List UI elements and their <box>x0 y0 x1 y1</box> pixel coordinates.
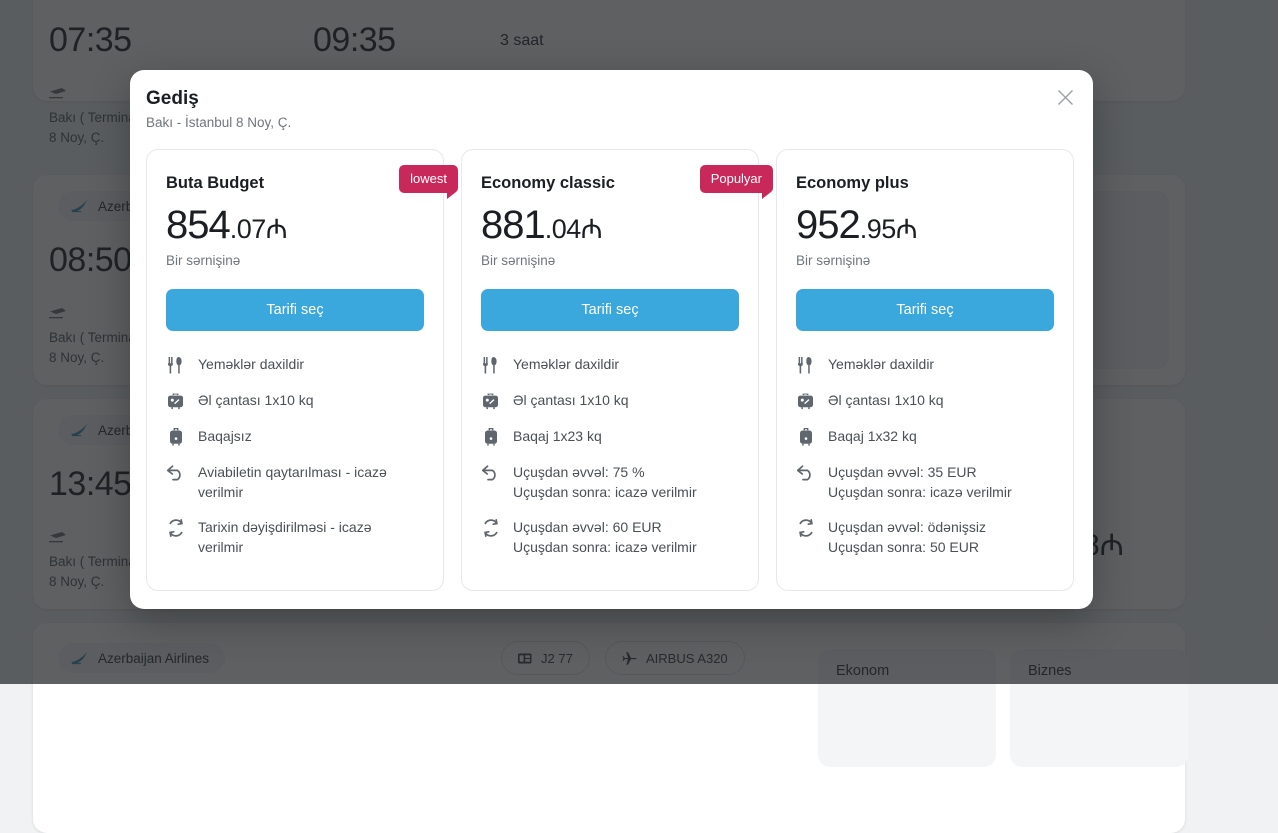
suitcase-icon <box>481 427 500 447</box>
fare-card-list: Buta Budget lowest 854.07₼ Bir sərnişinə… <box>146 149 1074 591</box>
select-fare-button[interactable]: Tarifi seç <box>481 289 739 331</box>
fare-price: 854.07₼ <box>166 204 424 246</box>
price-fraction: .95 <box>860 214 896 244</box>
select-fare-button[interactable]: Tarifi seç <box>796 289 1054 331</box>
exchange-icon <box>166 518 185 538</box>
feature-item: Baqajsız <box>166 426 424 447</box>
feature-item: Aviabiletin qaytarılması - icazə verilmi… <box>166 462 424 502</box>
meal-icon <box>796 355 815 375</box>
price-fraction: .07 <box>230 214 266 244</box>
fare-card-header: Economy plus <box>796 170 1054 196</box>
currency-symbol: ₼ <box>581 214 603 244</box>
refund-icon <box>166 463 185 483</box>
price-whole: 854 <box>166 203 230 247</box>
feature-text: Əl çantası 1x10 kq <box>513 390 629 410</box>
per-passenger-label: Bir sərnişinə <box>481 253 739 268</box>
price-fraction: .04 <box>545 214 581 244</box>
feature-item: Uçuşdan əvvəl: 75 % Uçuşdan sonra: icazə… <box>481 462 739 502</box>
per-passenger-label: Bir sərnişinə <box>166 253 424 268</box>
fare-card[interactable]: Buta Budget lowest 854.07₼ Bir sərnişinə… <box>146 149 444 591</box>
feature-text: Əl çantası 1x10 kq <box>828 390 944 410</box>
feature-text: Yeməklər daxildir <box>828 354 934 374</box>
fare-selection-modal: Gediş Bakı - İstanbul 8 Noy, Ç. Buta Bud… <box>130 70 1093 609</box>
feature-item: Uçuşdan əvvəl: 35 EUR Uçuşdan sonra: ica… <box>796 462 1054 502</box>
fare-price: 881.04₼ <box>481 204 739 246</box>
fare-card-header: Buta Budget lowest <box>166 170 424 196</box>
exchange-icon <box>481 518 500 538</box>
feature-text: Aviabiletin qaytarılması - icazə verilmi… <box>198 462 387 502</box>
feature-item: Yeməklər daxildir <box>481 354 739 375</box>
feature-item: Tarixin dəyişdirilməsi - icazə verilmir <box>166 517 424 557</box>
feature-text: Baqaj 1x32 kq <box>828 426 917 446</box>
feature-text: Əl çantası 1x10 kq <box>198 390 314 410</box>
feature-item: Uçuşdan əvvəl: ödənişsiz Uçuşdan sonra: … <box>796 517 1054 557</box>
fare-card-header: Economy classic Populyar <box>481 170 739 196</box>
currency-symbol: ₼ <box>896 214 918 244</box>
per-passenger-label: Bir sərnişinə <box>796 253 1054 268</box>
refund-icon <box>481 463 500 483</box>
fare-card[interactable]: Economy plus 952.95₼ Bir sərnişinə Tarif… <box>776 149 1074 591</box>
feature-text: Uçuşdan əvvəl: 60 EUR Uçuşdan sonra: ica… <box>513 517 697 557</box>
feature-text: Baqaj 1x23 kq <box>513 426 602 446</box>
meal-icon <box>166 355 185 375</box>
feature-item: Uçuşdan əvvəl: 60 EUR Uçuşdan sonra: ica… <box>481 517 739 557</box>
currency-symbol: ₼ <box>266 214 288 244</box>
feature-text: Baqajsız <box>198 426 252 446</box>
close-button[interactable] <box>1051 83 1079 111</box>
feature-text: Uçuşdan əvvəl: 75 % Uçuşdan sonra: icazə… <box>513 462 697 502</box>
feature-text: Tarixin dəyişdirilməsi - icazə verilmir <box>198 517 372 557</box>
fare-feature-list: Yeməklər daxildir Əl çantası 1x10 <box>166 354 424 557</box>
fare-badge: Populyar <box>700 165 773 193</box>
suitcase-icon <box>796 427 815 447</box>
route-summary: Bakı - İstanbul 8 Noy, Ç. <box>146 115 291 130</box>
feature-item: Baqaj 1x23 kq <box>481 426 739 447</box>
feature-item: Əl çantası 1x10 kq <box>166 390 424 411</box>
feature-item: Yeməklər daxildir <box>796 354 1054 375</box>
fare-name: Economy plus <box>796 170 1054 196</box>
exchange-icon <box>796 518 815 538</box>
feature-item: Əl çantası 1x10 kq <box>796 390 1054 411</box>
page-title: Gediş <box>146 88 199 110</box>
close-icon <box>1057 89 1074 106</box>
feature-item: Əl çantası 1x10 kq <box>481 390 739 411</box>
handbag-icon <box>796 391 815 411</box>
feature-item: Baqaj 1x32 kq <box>796 426 1054 447</box>
feature-text: Uçuşdan əvvəl: 35 EUR Uçuşdan sonra: ica… <box>828 462 1012 502</box>
select-fare-button[interactable]: Tarifi seç <box>166 289 424 331</box>
feature-text: Uçuşdan əvvəl: ödənişsiz Uçuşdan sonra: … <box>828 517 986 557</box>
feature-text: Yeməklər daxildir <box>513 354 619 374</box>
suitcase-icon <box>166 427 185 447</box>
meal-icon <box>481 355 500 375</box>
price-whole: 952 <box>796 203 860 247</box>
feature-text: Yeməklər daxildir <box>198 354 304 374</box>
refund-icon <box>796 463 815 483</box>
handbag-icon <box>166 391 185 411</box>
fare-card[interactable]: Economy classic Populyar 881.04₼ Bir sər… <box>461 149 759 591</box>
fare-price: 952.95₼ <box>796 204 1054 246</box>
feature-item: Yeməklər daxildir <box>166 354 424 375</box>
fare-name: Buta Budget <box>166 170 424 196</box>
price-whole: 881 <box>481 203 545 247</box>
handbag-icon <box>481 391 500 411</box>
fare-feature-list: Yeməklər daxildir Əl çantası 1x10 <box>796 354 1054 557</box>
fare-feature-list: Yeməklər daxildir Əl çantası 1x10 <box>481 354 739 557</box>
fare-badge: lowest <box>399 165 458 193</box>
